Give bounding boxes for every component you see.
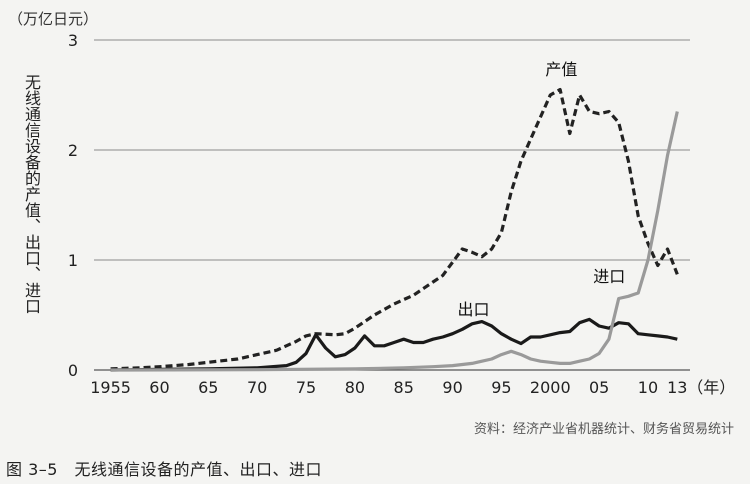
line-chart: 0 1 2 3 1955 60 65 70 75 80 85 90 95 2000 05 10 13 （年） 产… (68, 31, 736, 397)
y-axis-unit-label: （万亿日元） (8, 10, 99, 28)
grid-lines (94, 39, 690, 371)
y-tick-label: 2 (68, 141, 78, 160)
x-tick-label: 85 (394, 378, 414, 397)
x-tick-label: 70 (247, 378, 267, 397)
x-tick-label: 95 (491, 378, 511, 397)
source-note: 资料：经济产业省机器统计、财务省贸易统计 (473, 422, 734, 437)
annotation-export: 出口 (457, 300, 489, 319)
x-tick-label: 1955 (90, 378, 131, 397)
x-tick-labels: 1955 60 65 70 75 80 85 90 95 2000 05 10 13 （年） (90, 378, 735, 397)
x-tick-label: 2000 (530, 378, 571, 397)
series-line-export (110, 317, 678, 372)
x-tick-label: 75 (296, 378, 316, 397)
annotation-production: 产值 (545, 60, 577, 79)
series-lines (110, 87, 679, 372)
annotation-import: 进口 (593, 267, 625, 286)
x-tick-label: 80 (345, 378, 365, 397)
series-line-production (110, 87, 679, 371)
x-tick-label: 13 (667, 378, 687, 397)
series-line-import (110, 111, 679, 372)
y-axis-label: 无线通信设备的产值、出口、进口 (22, 74, 41, 314)
x-tick-label: 60 (149, 378, 169, 397)
x-tick-label: 90 (442, 378, 462, 397)
x-tick-label: 10 (638, 378, 658, 397)
x-tick-label: 05 (589, 378, 609, 397)
figure-caption: 图 3–5 无线通信设备的产值、出口、进口 (6, 460, 322, 479)
y-tick-label: 0 (68, 361, 78, 380)
y-tick-label: 3 (68, 31, 78, 50)
x-axis-unit-label: （年） (687, 378, 735, 397)
y-tick-labels: 0 1 2 3 (68, 31, 78, 380)
x-tick-label: 65 (198, 378, 218, 397)
y-tick-label: 1 (68, 251, 78, 270)
